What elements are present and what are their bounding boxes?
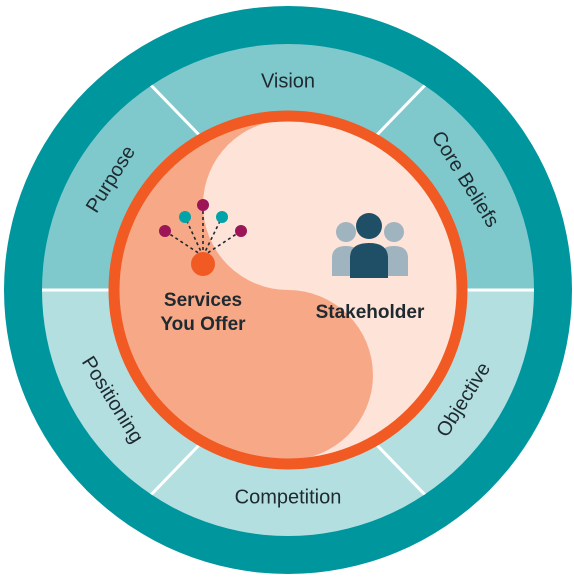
network-node xyxy=(179,211,191,223)
stakeholder-label: Stakeholder xyxy=(316,302,425,323)
network-nodes-icon xyxy=(159,199,247,276)
services-label-line2: You Offer xyxy=(160,314,246,335)
services-label-line1: Services xyxy=(164,290,242,311)
people-group-icon xyxy=(332,213,408,278)
network-node xyxy=(197,199,209,211)
segment-label-vision: Vision xyxy=(261,70,315,92)
network-hub xyxy=(191,252,215,276)
network-link xyxy=(184,216,204,257)
network-node xyxy=(159,225,171,237)
network-link xyxy=(202,230,242,257)
network-link xyxy=(202,216,223,257)
network-link xyxy=(164,230,204,257)
network-node xyxy=(235,225,247,237)
network-node xyxy=(216,211,228,223)
services-region xyxy=(118,120,373,460)
segment-label-competition: Competition xyxy=(235,486,342,508)
orange-ring xyxy=(108,110,468,470)
